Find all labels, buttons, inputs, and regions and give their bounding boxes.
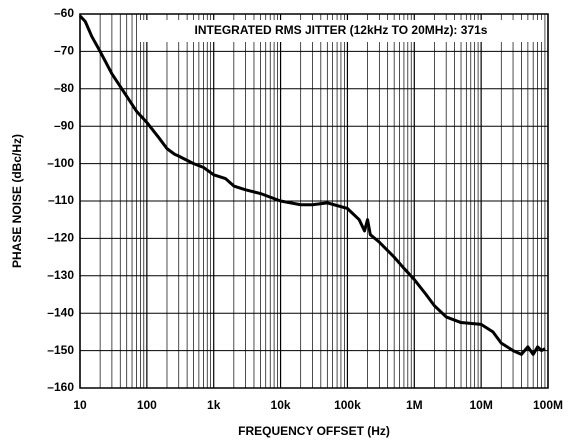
data-line (78, 14, 546, 356)
x-tick-label: 1M (406, 398, 423, 412)
y-tick-label: –160 (47, 380, 74, 394)
x-tick-label: 100 (137, 398, 157, 412)
annotation: INTEGRATED RMS JITTER (12kHz TO 20MHz): … (195, 23, 488, 37)
x-axis-label: FREQUENCY OFFSET (Hz) (238, 424, 390, 438)
x-tick-label: 10 (73, 398, 87, 412)
y-tick-label: –100 (47, 156, 74, 170)
y-tick-label: –140 (47, 305, 74, 319)
y-tick-label: –110 (48, 193, 74, 207)
annotation-box (140, 20, 542, 42)
y-tick-label: –150 (47, 343, 74, 357)
x-tick-label: 1k (207, 398, 221, 412)
x-tick-label: 100k (334, 398, 361, 412)
y-tick-label: –80 (54, 81, 74, 95)
x-tick-label: 10M (469, 398, 492, 412)
plot-frame (79, 13, 549, 389)
y-axis-label: PHASE NOISE (dBc/Hz) (10, 134, 24, 268)
x-tick-label: 100M (533, 398, 563, 412)
y-tick-label: –120 (47, 231, 74, 245)
y-tick-label: –60 (54, 6, 74, 20)
y-tick-label: –90 (54, 118, 74, 132)
y-tick-label: –70 (54, 44, 74, 58)
x-tick-label: 10k (271, 398, 291, 412)
y-tick-label: –130 (47, 268, 74, 282)
